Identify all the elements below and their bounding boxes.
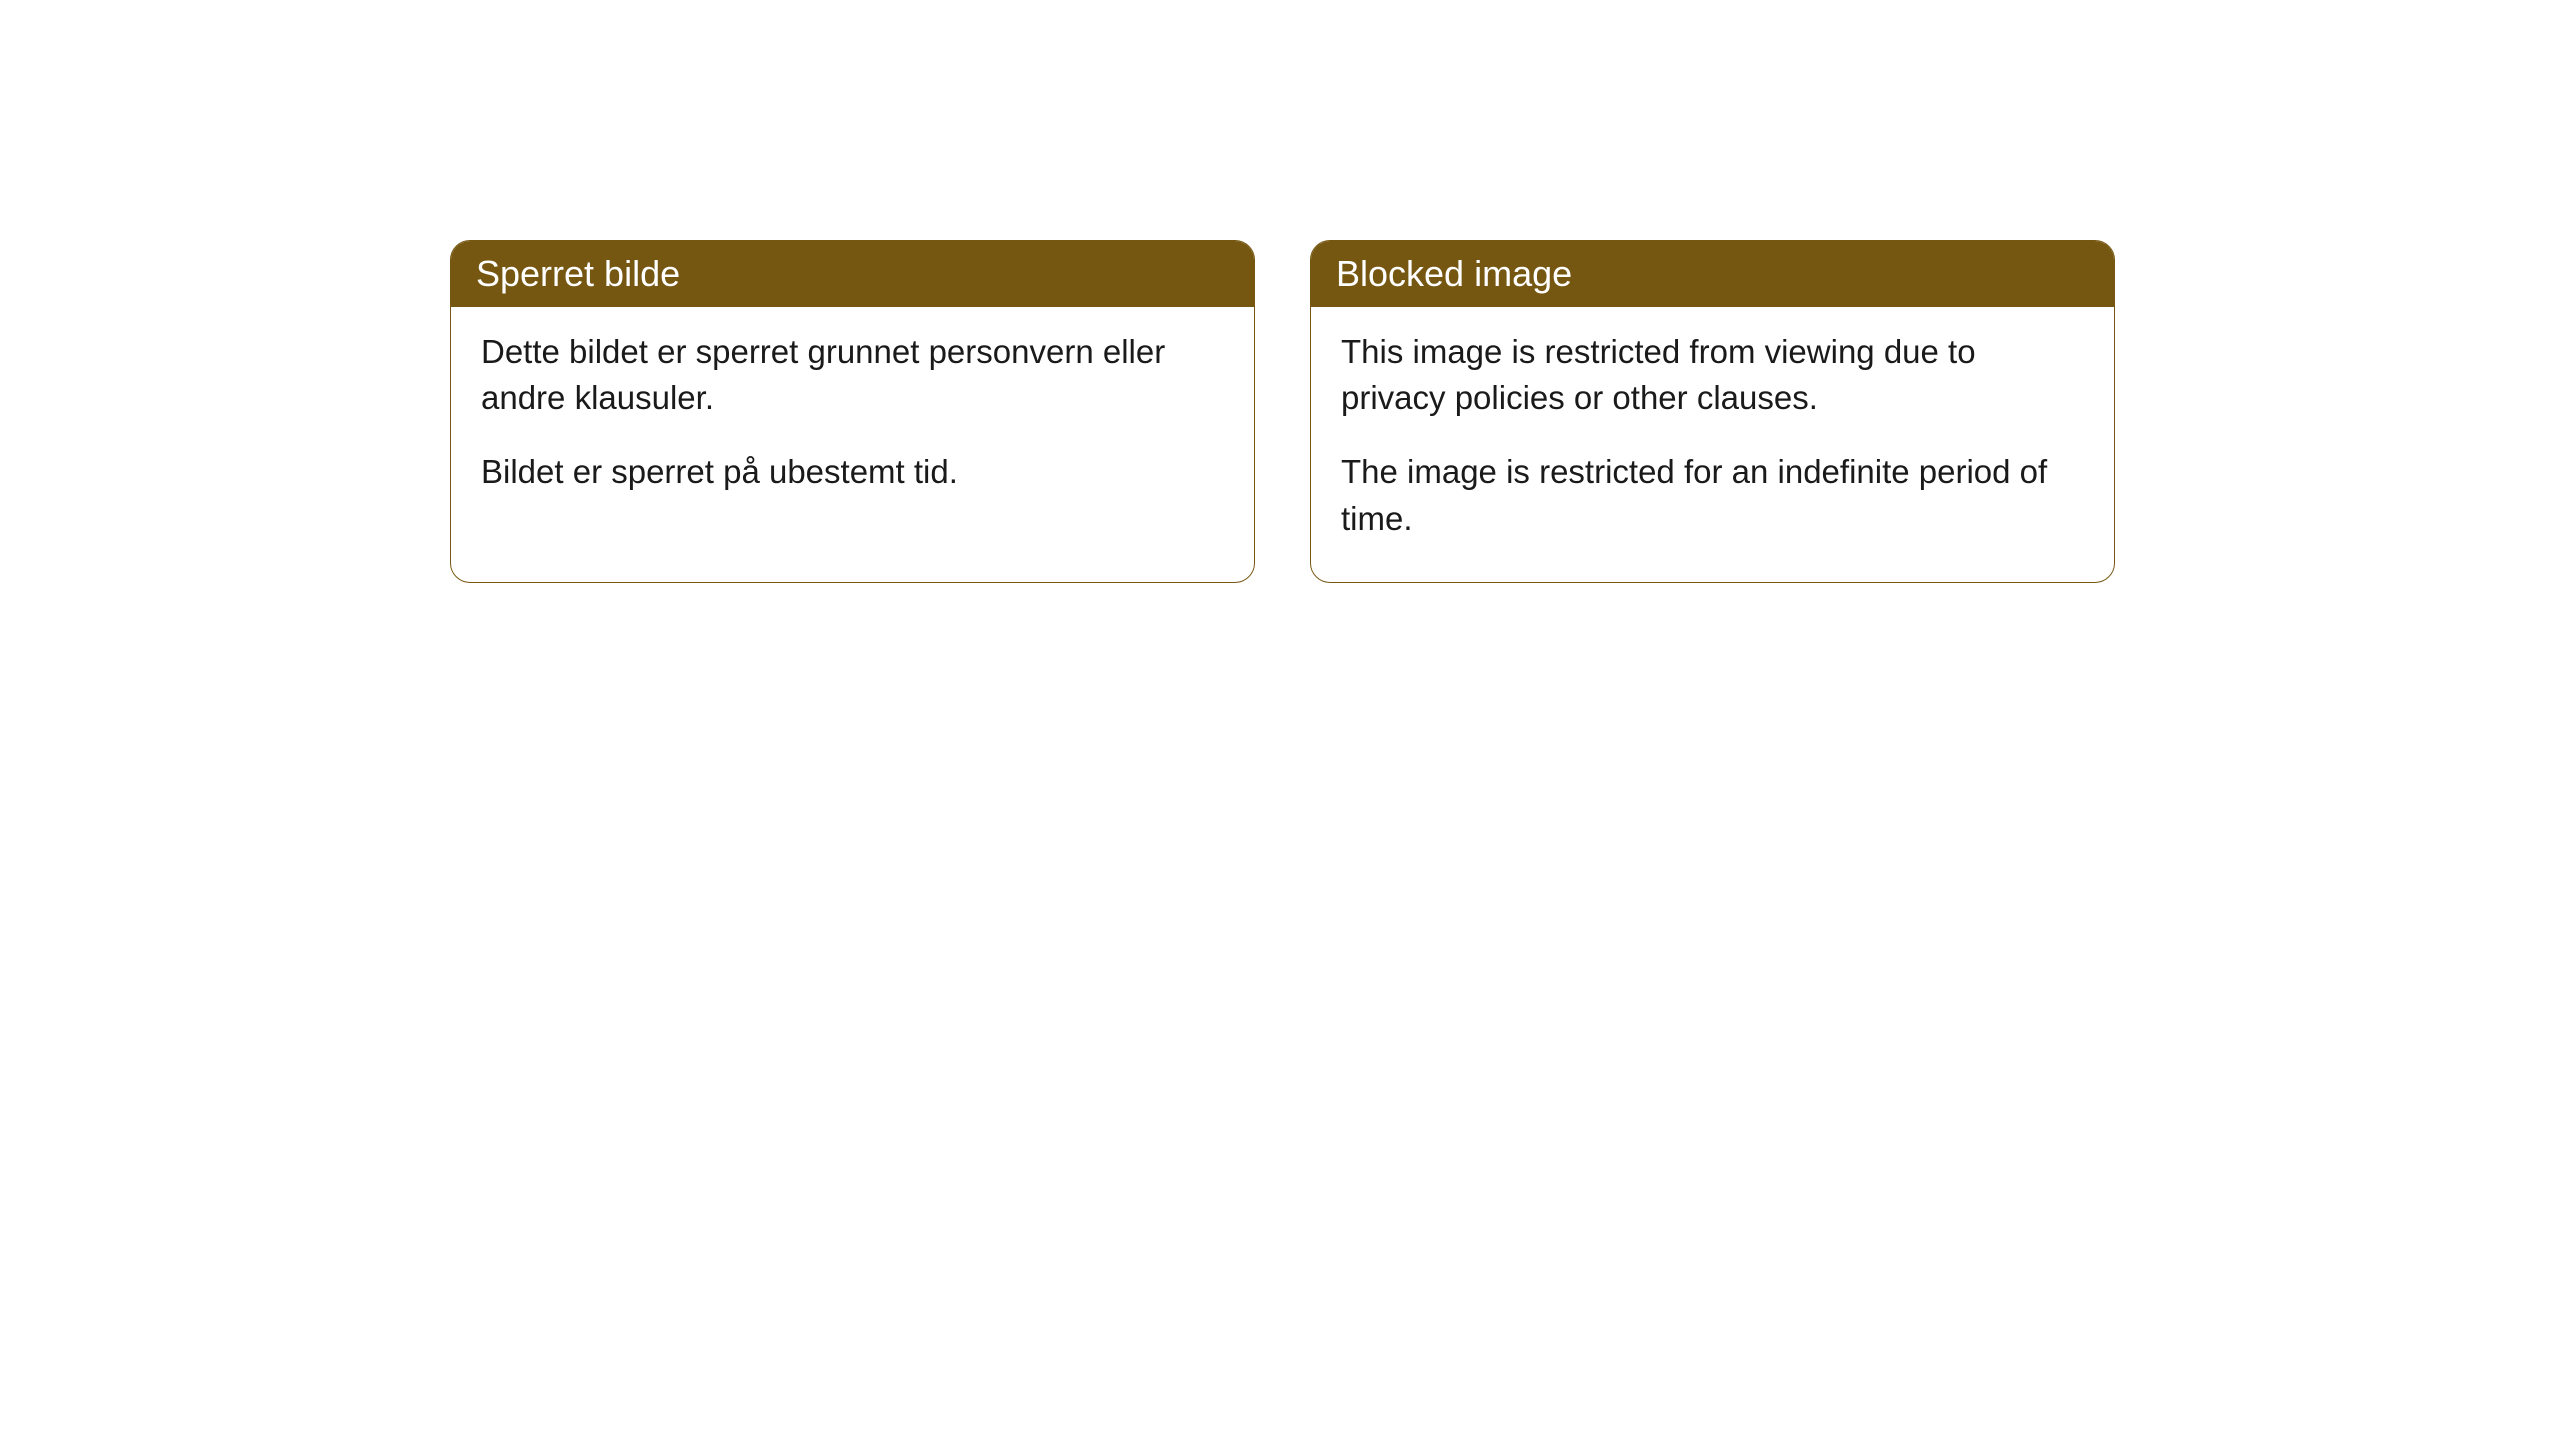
card-paragraph: This image is restricted from viewing du… — [1341, 329, 2084, 421]
notice-cards-container: Sperret bilde Dette bildet er sperret gr… — [450, 240, 2560, 583]
card-body: Dette bildet er sperret grunnet personve… — [451, 307, 1254, 536]
notice-card-norwegian: Sperret bilde Dette bildet er sperret gr… — [450, 240, 1255, 583]
card-header: Sperret bilde — [451, 241, 1254, 307]
notice-card-english: Blocked image This image is restricted f… — [1310, 240, 2115, 583]
card-title: Sperret bilde — [476, 253, 680, 294]
card-header: Blocked image — [1311, 241, 2114, 307]
card-paragraph: The image is restricted for an indefinit… — [1341, 449, 2084, 541]
card-paragraph: Bildet er sperret på ubestemt tid. — [481, 449, 1224, 495]
card-paragraph: Dette bildet er sperret grunnet personve… — [481, 329, 1224, 421]
card-body: This image is restricted from viewing du… — [1311, 307, 2114, 582]
card-title: Blocked image — [1336, 253, 1572, 294]
